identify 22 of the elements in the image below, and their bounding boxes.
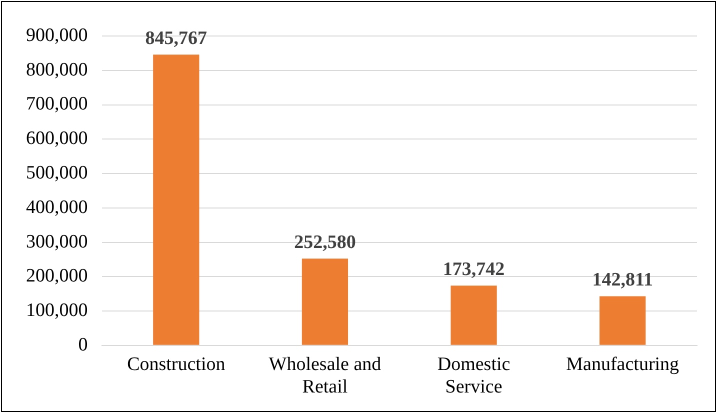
y-tick-label: 200,000 [26,266,88,287]
bar [302,258,348,345]
bar [153,54,200,345]
y-tick-label: 400,000 [26,196,88,218]
data-label: 845,767 [145,28,208,50]
y-tick-label: 100,000 [26,300,88,322]
y-tick-label: 0 [78,334,88,356]
x-tick-label: Construction [127,354,226,375]
data-label: 252,580 [294,232,356,253]
data-label: 142,811 [592,270,653,291]
y-tick-label: 600,000 [26,128,88,150]
x-tick-label: Domestic Service [437,354,510,398]
bar [450,286,497,345]
x-tick-label: Manufacturing [566,354,680,375]
y-tick-label: 900,000 [26,24,88,46]
x-tick-label: Wholesale and Retail [268,354,382,398]
y-tick-label: 800,000 [26,59,88,80]
data-label: 173,742 [442,259,505,280]
y-tick-label: 500,000 [26,162,88,184]
y-tick-label: 700,000 [26,94,88,115]
bar [600,296,646,345]
y-tick-label: 300,000 [26,231,88,252]
